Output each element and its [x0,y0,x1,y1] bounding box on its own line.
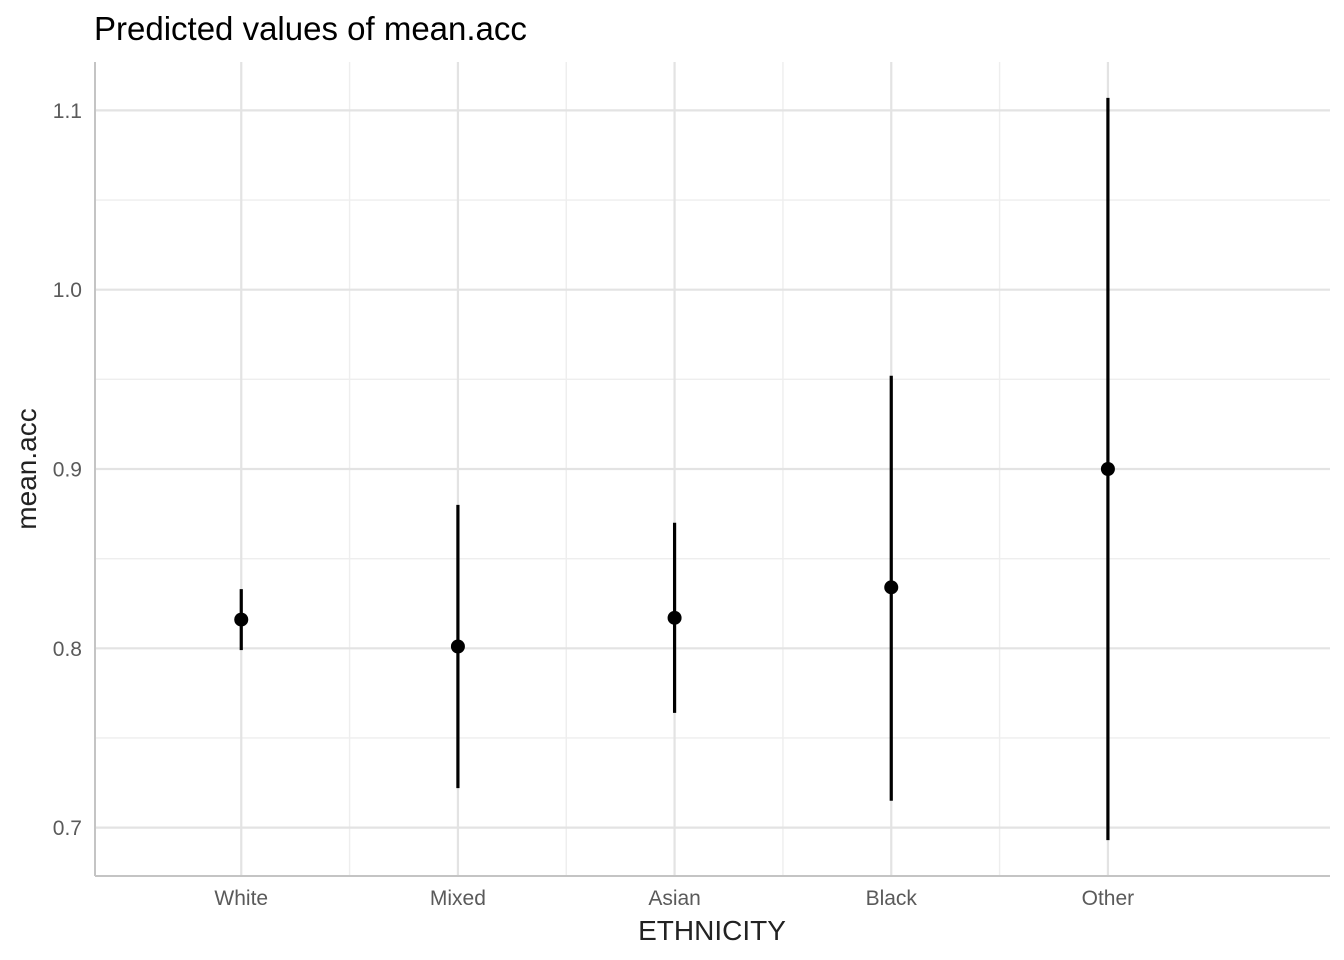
y-tick-labels: 0.7 0.8 0.9 1.0 1.1 [53,100,82,840]
x-tick-labels: White Mixed Asian Black Other [214,887,1134,910]
y-axis-title: mean.acc [11,408,42,529]
x-tick-label: White [214,887,268,910]
x-tick-label: Asian [648,887,701,910]
y-tick-label: 1.1 [53,100,82,123]
point-other [1100,462,1115,476]
x-tick-label: Mixed [430,887,486,910]
y-tick-label: 0.9 [53,459,82,482]
grid [95,62,1330,876]
x-tick-label: Other [1082,887,1135,910]
y-tick-label: 0.7 [53,817,82,840]
point-white [234,612,249,627]
point-mixed [450,639,465,654]
x-tick-label: Black [866,887,918,910]
data-marks [234,97,1115,841]
point-black [884,580,899,595]
chart-title: Predicted values of mean.acc [94,10,527,47]
point-asian [667,610,682,625]
y-tick-label: 1.0 [53,279,82,302]
x-axis-title: ETHNICITY [638,915,786,946]
y-tick-label: 0.8 [53,638,82,661]
